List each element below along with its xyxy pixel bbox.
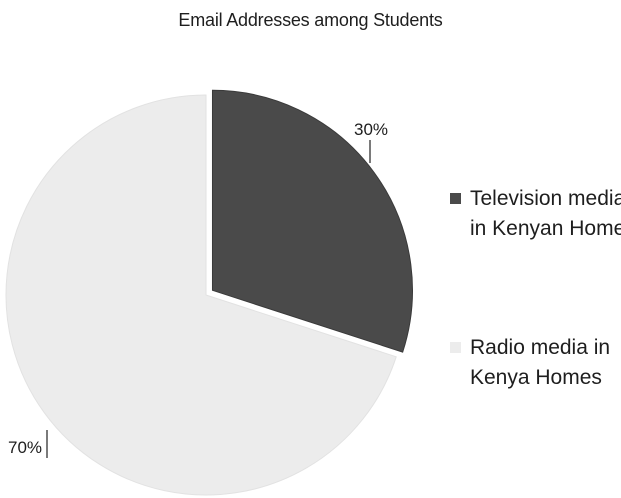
slice-label-television: 30%: [354, 120, 388, 139]
legend-label-television: Television media in Kenyan Home: [470, 187, 621, 240]
pie-slice-radio: [5, 94, 397, 496]
legend-swatch-television: [450, 193, 461, 204]
slice-label-radio: 70%: [8, 438, 42, 457]
legend-label-radio: Radio media in Kenya Homes: [470, 336, 611, 389]
leader-lines: [46, 140, 371, 458]
pie-slice-television: [211, 89, 413, 353]
slice-labels: 30% 70%: [8, 120, 388, 457]
chart-title: Email Addresses among Students: [178, 10, 443, 30]
pie-slices: [5, 89, 413, 496]
legend-swatch-radio: [450, 342, 461, 353]
